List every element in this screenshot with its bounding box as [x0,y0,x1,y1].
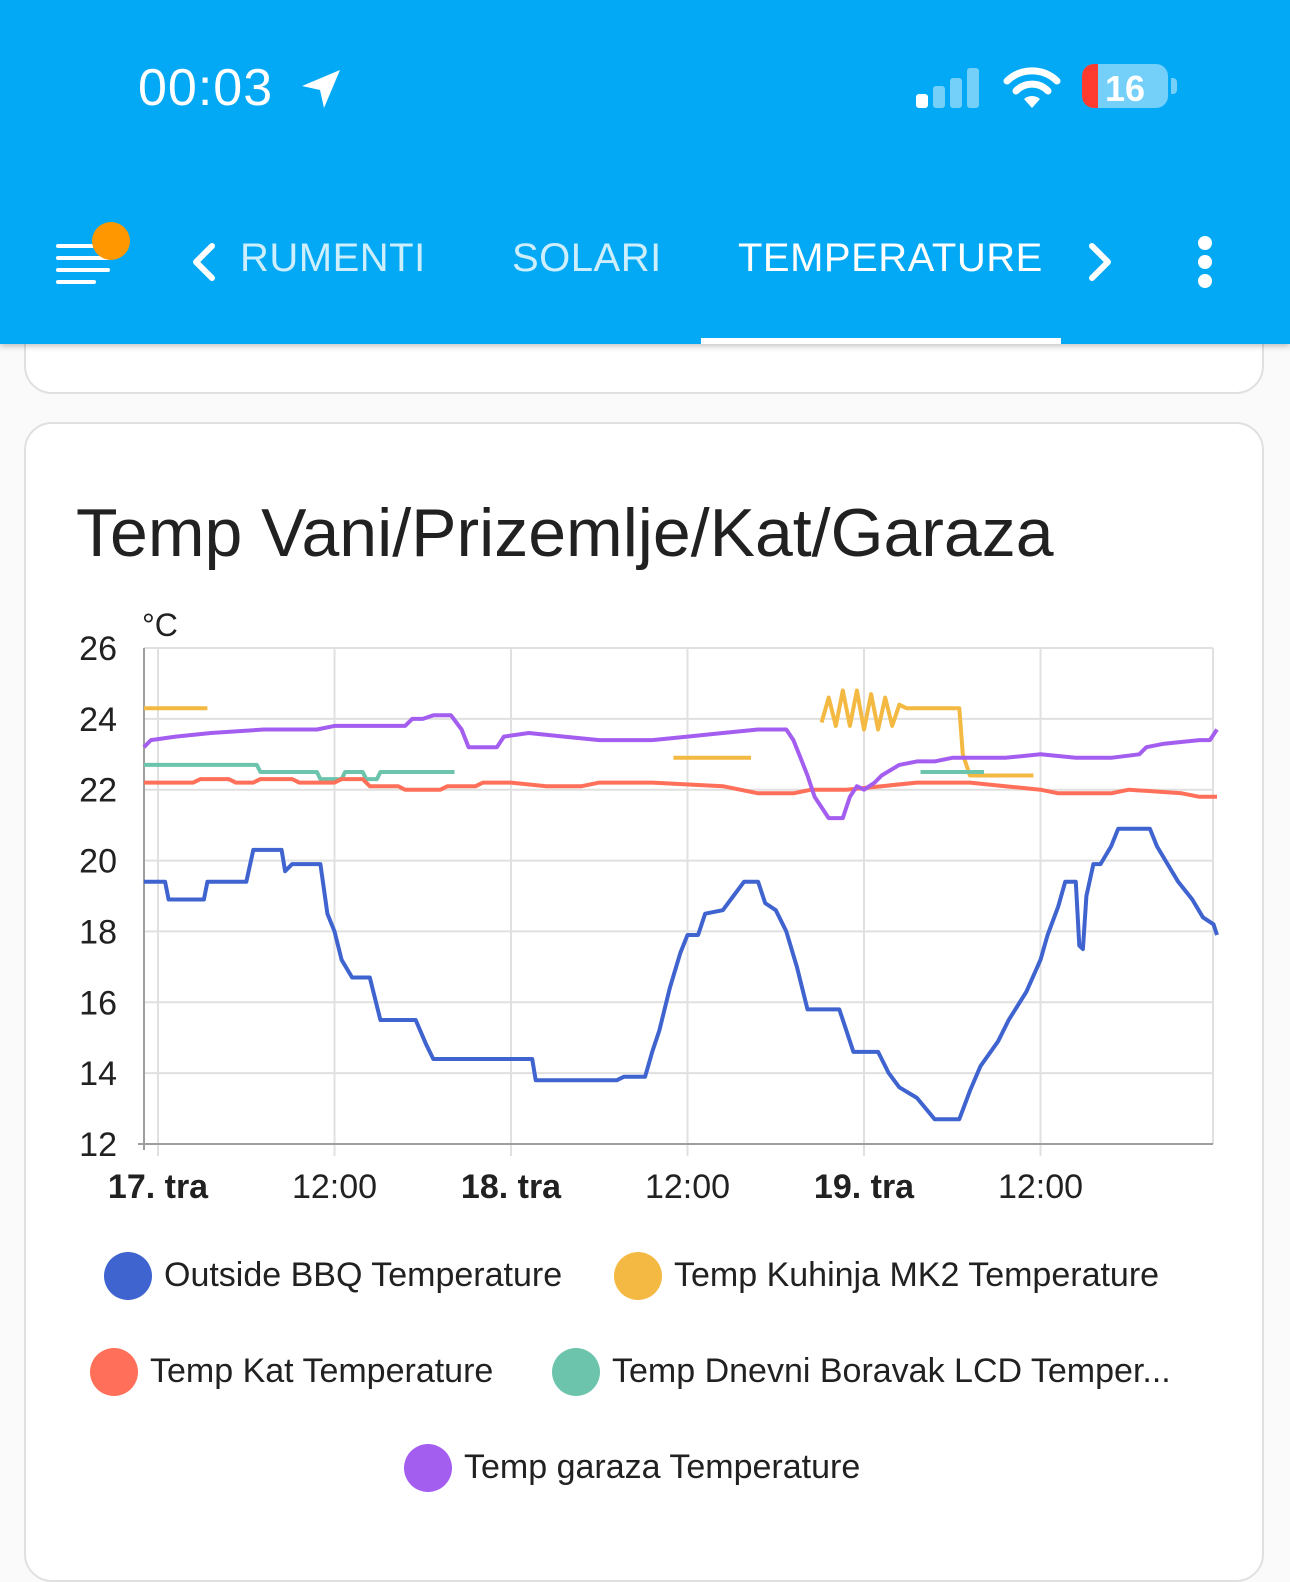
x-tick-label: 12:00 [998,1168,1083,1206]
series-line-temp-kat-temperature [143,777,1217,799]
legend-dot[interactable] [90,1348,138,1396]
series-line-temp-dnevni-boravak-lcd-temper [143,762,455,782]
legend-item-label[interactable]: Temp garaza Temperature [464,1448,861,1486]
series-line-temp-kuhinja-mk2-temperature [819,688,1034,778]
battery-indicator: 16 [1082,64,1168,108]
tab-solari[interactable]: SOLARI [512,236,662,280]
x-tick-label: 18. tra [461,1168,562,1206]
y-tick-label: 18 [79,913,117,951]
legend-dot[interactable] [552,1348,600,1396]
y-tick-label: 22 [79,772,117,810]
legend-item-label[interactable]: Outside BBQ Temperature [164,1256,563,1294]
x-tick-label: 17. tra [108,1168,209,1206]
x-tick-label: 12:00 [645,1168,730,1206]
cellular-signal-icon [916,68,980,108]
series-line-temp-garaza-temperature [142,713,1219,821]
legend-item-label[interactable]: Temp Kat Temperature [150,1352,494,1390]
card-title: Temp Vani/Prizemlje/Kat/Garaza [76,495,1054,571]
legend-dot[interactable] [104,1252,152,1300]
legend-item-label[interactable]: Temp Kuhinja MK2 Temperature [674,1256,1160,1294]
active-tab-indicator [701,338,1061,344]
chevron-right-icon[interactable] [1082,240,1118,284]
app-bar: 00:03 16 RUMENTI SOLARI TEMPERATURE [0,0,1290,344]
x-tick-label: 12:00 [292,1168,377,1206]
battery-tip [1171,78,1177,94]
tab-temperature[interactable]: TEMPERATURE [738,236,1043,280]
y-tick-label: 14 [79,1055,117,1093]
legend-dot[interactable] [614,1252,662,1300]
x-tick-label: 19. tra [814,1168,915,1206]
series-line-outside-bbq-temperature [143,826,1219,1122]
location-arrow-icon [302,70,340,108]
tab-rumenti[interactable]: RUMENTI [240,236,426,280]
menu-button[interactable] [52,236,112,284]
y-tick-label: 16 [79,984,117,1022]
legend-item-label[interactable]: Temp Dnevni Boravak LCD Temper... [612,1352,1171,1390]
y-tick-label: 12 [79,1126,117,1164]
y-tick-label: 20 [79,843,117,881]
notification-badge [92,222,130,260]
temperature-chart: 26 24 22 20 18 16 14 12 °C 17. tra 12:00 18. tra 12:… [79,607,1219,1206]
legend-dot[interactable] [404,1444,452,1492]
y-axis-unit-label: °C [142,607,178,643]
y-tick-label: 24 [79,701,117,739]
status-time: 00:03 [138,59,274,117]
y-tick-label: 26 [79,630,117,668]
chevron-left-icon[interactable] [186,240,222,284]
wifi-icon [1003,67,1061,108]
battery-level: 16 [1104,68,1146,108]
more-vert-icon[interactable] [1190,234,1222,290]
